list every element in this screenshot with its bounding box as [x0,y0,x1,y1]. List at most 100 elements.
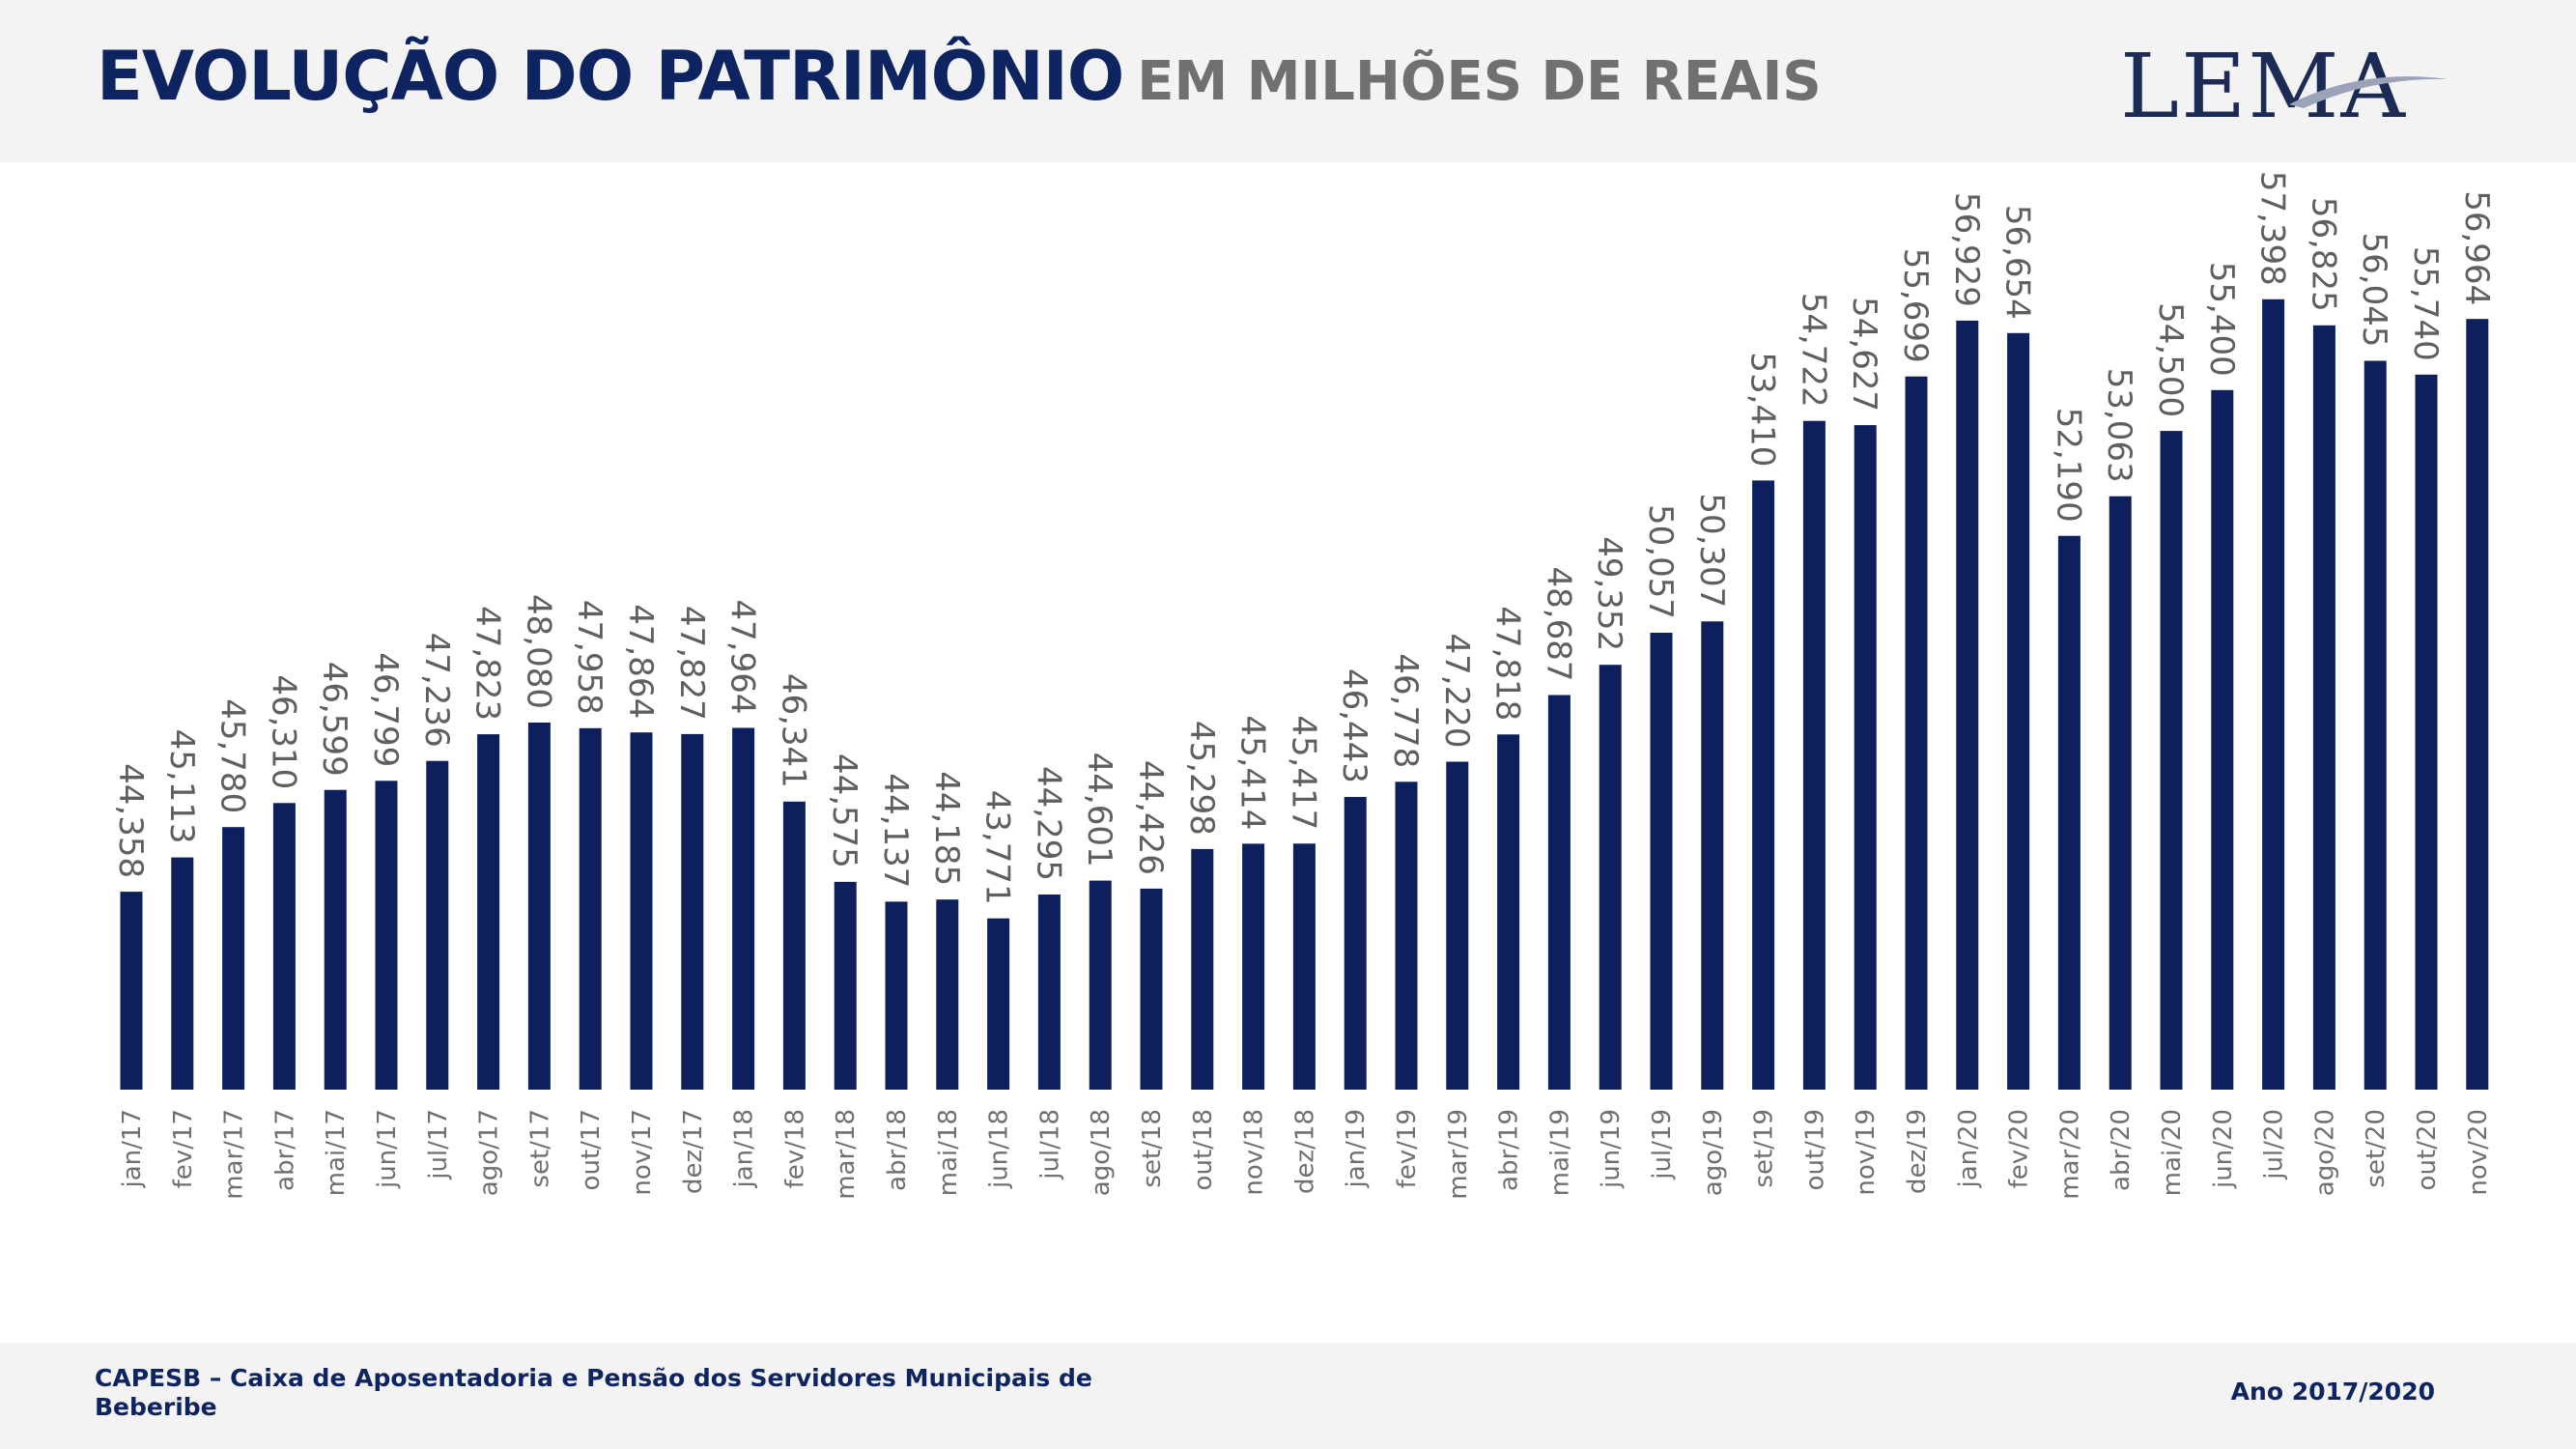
category-label: jun/20 [2209,1109,2238,1189]
value-label: 46,778 [1386,653,1425,768]
category-label: out/19 [1800,1109,1829,1190]
bar-out-18 [1191,848,1214,1090]
bar-fev-17 [171,857,194,1090]
category-label: abr/19 [1495,1109,1524,1191]
category-label: jan/18 [730,1109,759,1188]
category-label: fev/18 [780,1109,809,1188]
category-label: dez/18 [1290,1109,1319,1194]
value-label: 46,443 [1335,668,1373,783]
value-label: 56,825 [2304,197,2342,312]
title-main: EVOLUÇÃO DO PATRIMÔNIO [97,37,1124,116]
title-subtitle: EM MILHÕES DE REAIS [1137,50,1822,113]
bar-jan-19 [1344,797,1367,1090]
bar-jul-17 [426,760,449,1090]
category-label: set/17 [525,1109,554,1188]
category-label: set/20 [2362,1109,2391,1188]
bar-fev-19 [1395,781,1418,1090]
value-label: 54,500 [2151,302,2190,417]
bar-jul-20 [2262,298,2285,1090]
value-label: 53,410 [1743,352,1782,467]
value-label: 44,575 [825,753,863,868]
bar-mai-17 [324,789,347,1090]
value-label: 45,417 [1284,715,1322,830]
category-label: dez/19 [1903,1109,1932,1194]
footer-entity: CAPESB – Caixa de Aposentadoria e Pensão… [95,1364,1092,1421]
category-label: jul/17 [424,1109,453,1180]
category-label: jul/18 [1035,1109,1064,1180]
category-label: ago/18 [1087,1109,1116,1196]
value-label: 46,799 [366,652,405,767]
category-label: mar/20 [2055,1109,2084,1200]
value-label: 44,137 [876,773,915,888]
value-label: 45,780 [213,698,252,813]
value-label: 49,352 [1590,536,1628,651]
category-label: abr/17 [270,1109,299,1191]
value-label: 50,307 [1692,493,1731,608]
bar-dez-17 [681,733,704,1090]
value-label: 55,699 [1896,248,1935,363]
bar-abr-20 [2109,496,2132,1090]
value-label: 43,771 [978,790,1017,905]
logo-swoosh-icon [2289,76,2449,108]
bar-mar-20 [2057,535,2081,1090]
category-label: set/18 [1138,1109,1167,1188]
category-labels-group: jan/17 fev/17 mar/17 abr/17 mai/17 jun/17 jul/… [118,1109,2493,1200]
bar-out-17 [579,727,602,1090]
category-label: dez/17 [679,1109,708,1194]
bar-mar-19 [1446,761,1469,1090]
category-label: jul/19 [1648,1109,1677,1180]
value-label: 52,190 [2049,408,2087,523]
value-label: 48,687 [1539,567,1577,682]
value-label: 44,426 [1131,760,1170,875]
bar-ago-20 [2312,325,2335,1090]
bar-jul-19 [1650,633,1673,1090]
value-label: 47,964 [723,600,762,715]
category-label: fev/20 [2005,1109,2034,1188]
category-label: ago/20 [2310,1109,2339,1196]
page-title: EVOLUÇÃO DO PATRIMÔNIO EM MILHÕES DE REAI… [97,37,1822,116]
value-label: 46,599 [315,662,354,777]
bar-mai-20 [2160,431,2183,1091]
bar-nov-17 [630,732,653,1090]
category-label: ago/19 [1699,1109,1728,1196]
value-label: 45,298 [1182,721,1221,836]
value-label: 44,295 [1029,766,1067,881]
value-label: 56,964 [2457,190,2496,305]
value-label: 46,310 [264,674,302,789]
category-label: out/17 [577,1109,606,1190]
category-label: mar/17 [220,1109,249,1200]
category-label: mai/18 [934,1109,963,1196]
bar-fev-20 [2007,332,2030,1090]
footer-period: Ano 2017/2020 [2230,1378,2435,1406]
value-label: 47,864 [621,604,660,719]
category-label: mar/18 [832,1109,861,1200]
bar-mai-19 [1547,695,1571,1090]
bar-jun-19 [1599,665,1622,1090]
header-band: EVOLUÇÃO DO PATRIMÔNIO EM MILHÕES DE REAI… [0,0,2576,162]
category-label: abr/18 [883,1109,912,1191]
bar-nov-20 [2466,319,2489,1090]
bar-set-18 [1140,888,1163,1090]
value-label: 47,958 [570,600,609,715]
value-label: 57,398 [2253,171,2292,286]
category-label: nov/17 [628,1109,657,1196]
value-label: 54,627 [1845,297,1883,412]
value-label: 44,185 [927,771,966,886]
category-label: jan/19 [1342,1109,1371,1188]
category-label: jan/20 [1954,1109,1983,1188]
category-label: jan/17 [118,1109,147,1188]
value-label: 47,823 [468,606,507,721]
bar-nov-19 [1854,425,1877,1091]
bar-jan-20 [1956,320,1979,1090]
bar-jun-20 [2211,389,2234,1090]
value-label: 44,358 [111,763,150,878]
bar-jun-18 [987,918,1010,1090]
category-label: abr/20 [2107,1109,2136,1191]
value-label: 46,341 [774,673,812,788]
value-label: 53,063 [2100,368,2138,483]
value-label: 47,827 [672,606,711,721]
category-label: jun/17 [373,1109,402,1189]
bar-nov-18 [1242,843,1265,1090]
bar-chart: 44,358 45,113 45,780 46,310 46,599 46,799 47,2… [111,171,2496,1200]
category-label: jul/20 [2260,1109,2289,1180]
